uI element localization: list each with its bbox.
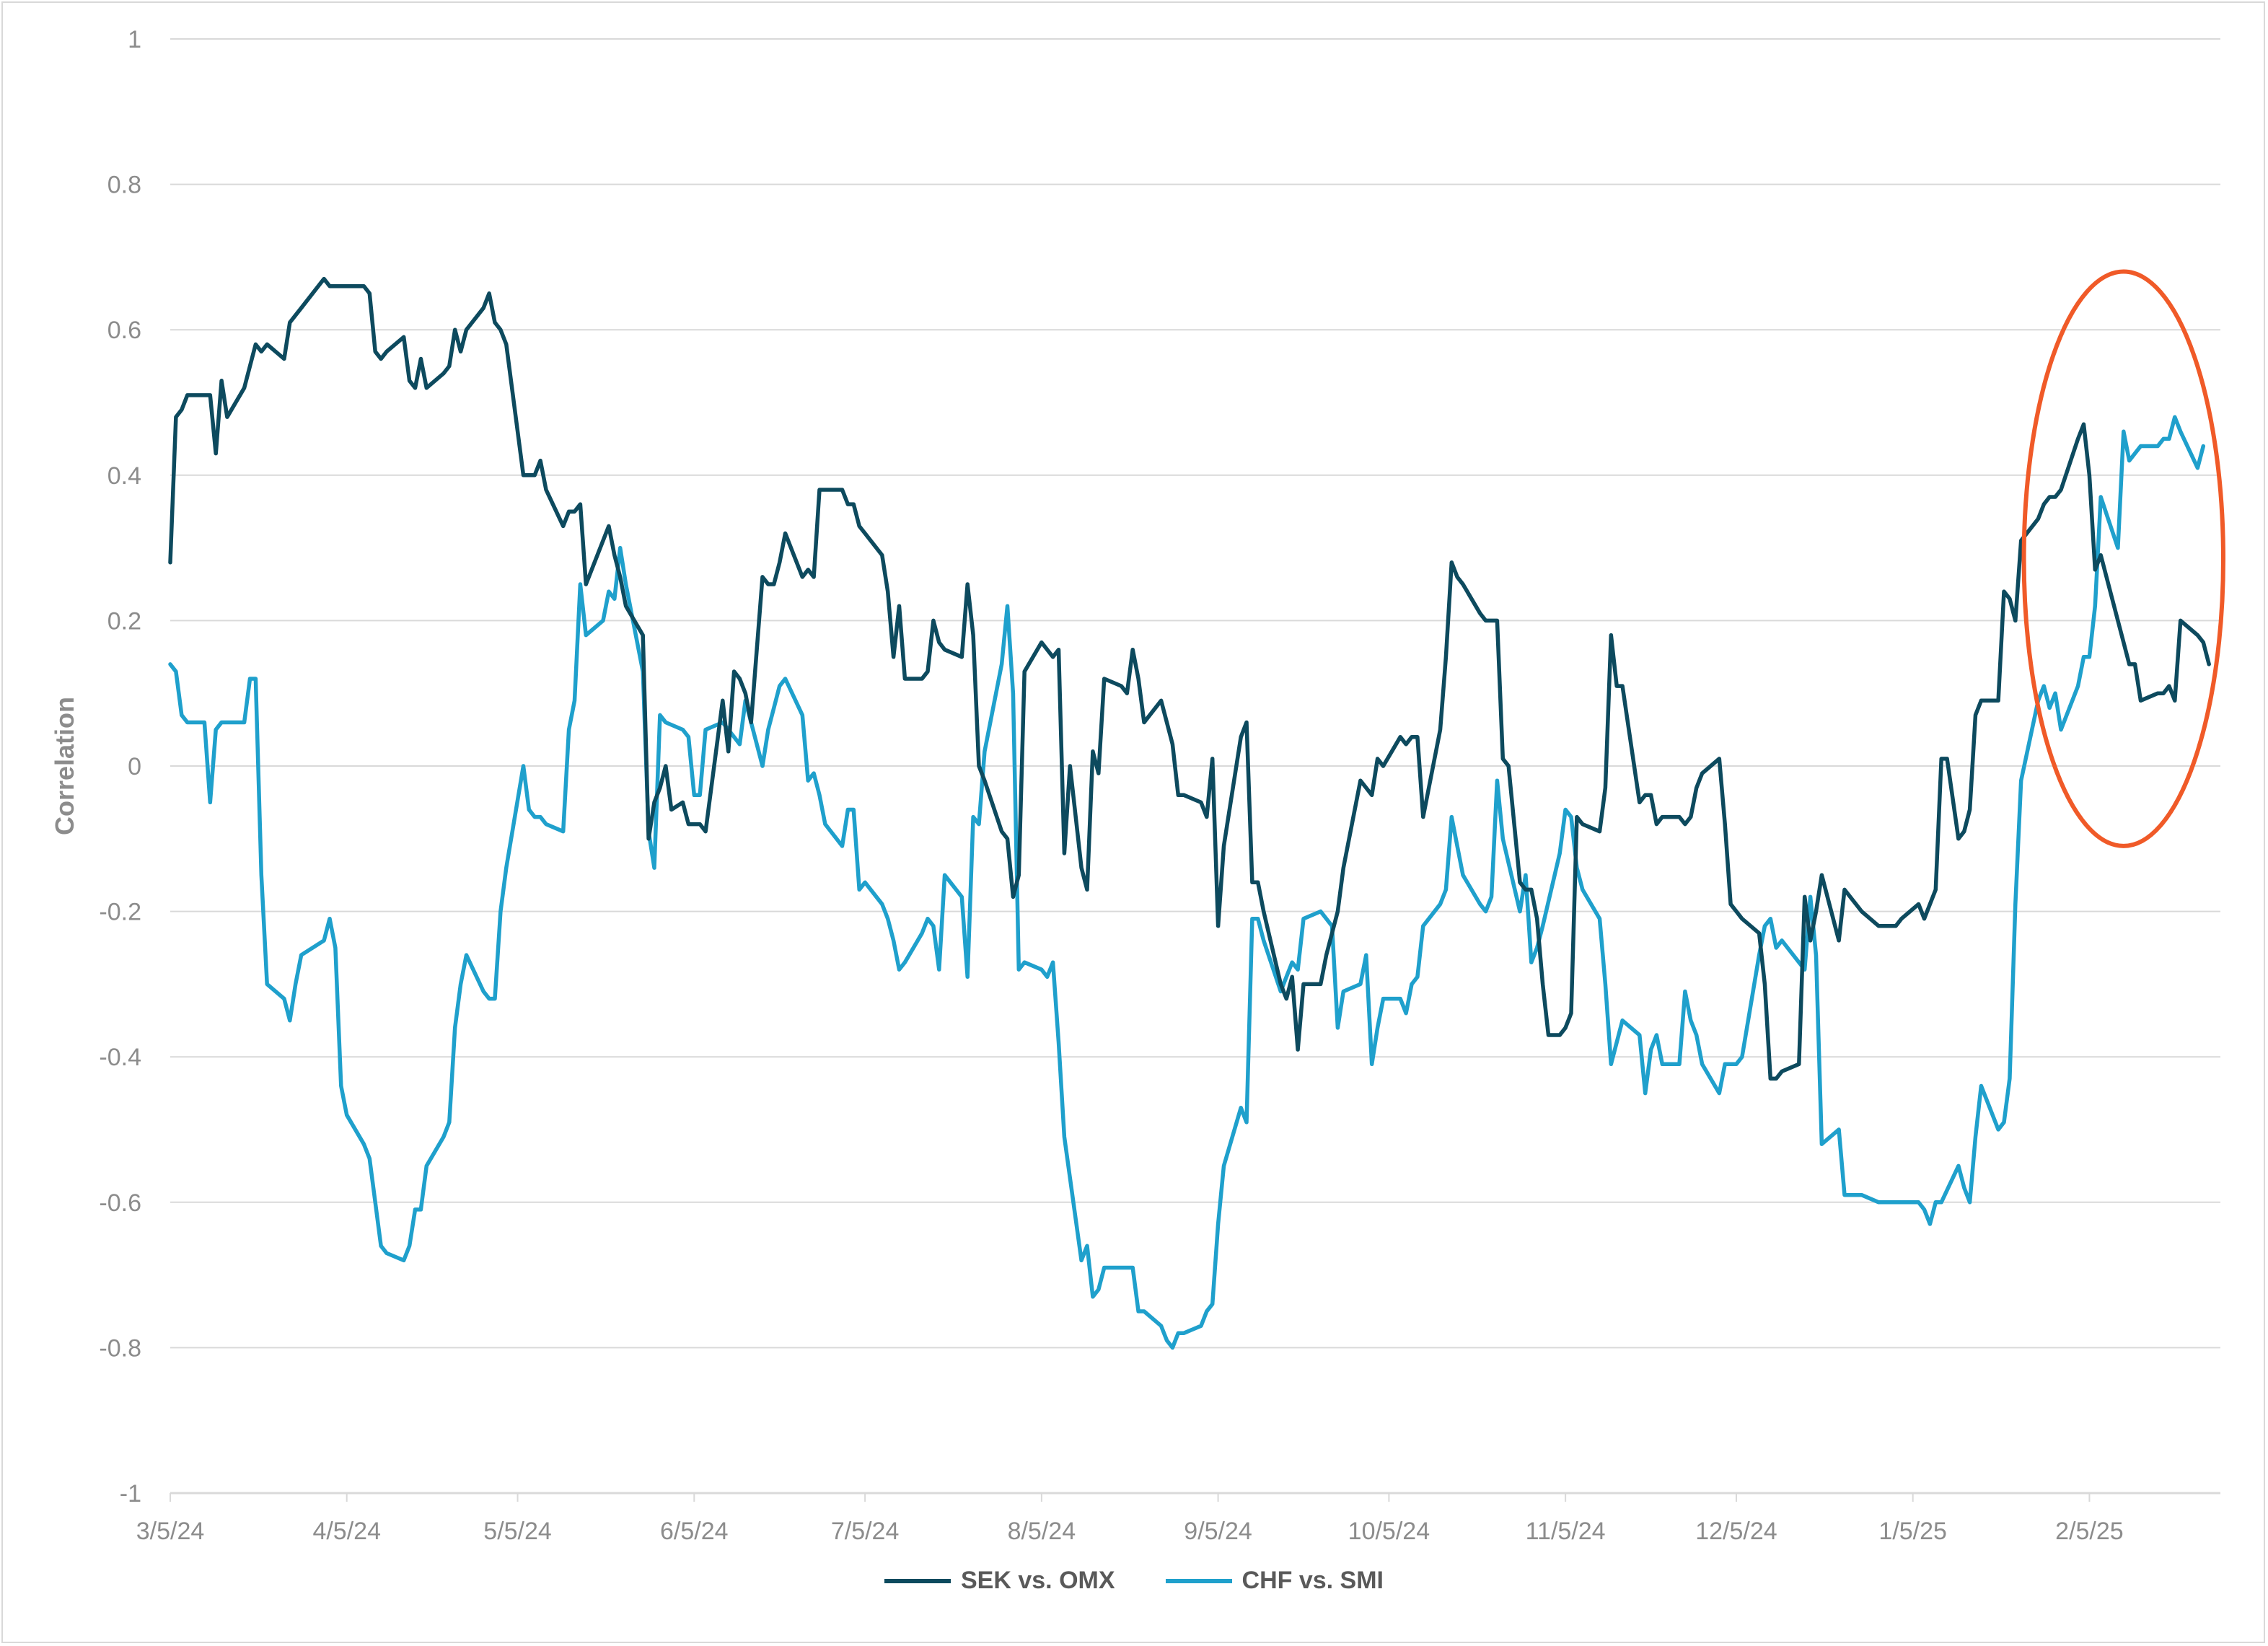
legend-item-chf-smi: CHF vs. SMI xyxy=(1165,1567,1384,1595)
y-tick-label: -0.8 xyxy=(99,1334,141,1362)
y-tick-label: 0.2 xyxy=(107,607,141,635)
y-tick-label: 0 xyxy=(128,753,141,780)
x-tick-label: 7/5/24 xyxy=(831,1518,900,1545)
y-tick-label: 1 xyxy=(128,26,141,53)
x-tick-label: 2/5/25 xyxy=(2055,1518,2124,1545)
x-tick-label: 12/5/24 xyxy=(1695,1518,1777,1545)
x-tick-label: 8/5/24 xyxy=(1008,1518,1076,1545)
series-lines xyxy=(168,276,2211,1350)
x-axis-ticks: 3/5/24 4/5/24 5/5/24 6/5/24 7/5/24 8/5/24 9/5/… xyxy=(136,1493,2124,1545)
y-tick-label: 0.8 xyxy=(107,172,141,199)
series-line-chf-smi xyxy=(168,415,2206,1350)
x-tick-label: 6/5/24 xyxy=(660,1518,729,1545)
x-tick-label: 4/5/24 xyxy=(312,1518,381,1545)
x-tick-label: 5/5/24 xyxy=(483,1518,552,1545)
series-line-sek-omx xyxy=(168,276,2211,1081)
y-tick-label: -0.2 xyxy=(99,899,141,926)
x-tick-label: 10/5/24 xyxy=(1348,1518,1430,1545)
legend-item-sek-omx: SEK vs. OMX xyxy=(884,1567,1115,1595)
x-tick-label: 9/5/24 xyxy=(1184,1518,1252,1545)
y-tick-label: -1 xyxy=(120,1480,141,1508)
y-axis-label: Correlation xyxy=(50,697,79,835)
legend: SEK vs. OMX CHF vs. SMI xyxy=(0,1567,2268,1595)
x-tick-label: 1/5/25 xyxy=(1878,1518,1947,1545)
gridlines xyxy=(170,38,2220,1495)
y-axis-ticks: 1 0.8 0.6 0.4 0.2 0 -0.2 -0.4 -0.6 -0.8 -1 xyxy=(99,26,141,1508)
legend-swatch-sek-omx xyxy=(884,1578,951,1583)
y-tick-label: -0.4 xyxy=(99,1044,141,1071)
legend-label-sek-omx: SEK vs. OMX xyxy=(961,1567,1115,1594)
legend-swatch-chf-smi xyxy=(1165,1578,1232,1583)
y-tick-label: 0.6 xyxy=(107,317,141,344)
x-tick-label: 3/5/24 xyxy=(136,1518,205,1545)
x-tick-label: 11/5/24 xyxy=(1526,1518,1606,1545)
y-tick-label: -0.6 xyxy=(99,1189,141,1217)
y-tick-label: 0.4 xyxy=(107,462,141,490)
highlight-ellipse xyxy=(2021,269,2225,848)
legend-label-chf-smi: CHF vs. SMI xyxy=(1241,1567,1384,1594)
